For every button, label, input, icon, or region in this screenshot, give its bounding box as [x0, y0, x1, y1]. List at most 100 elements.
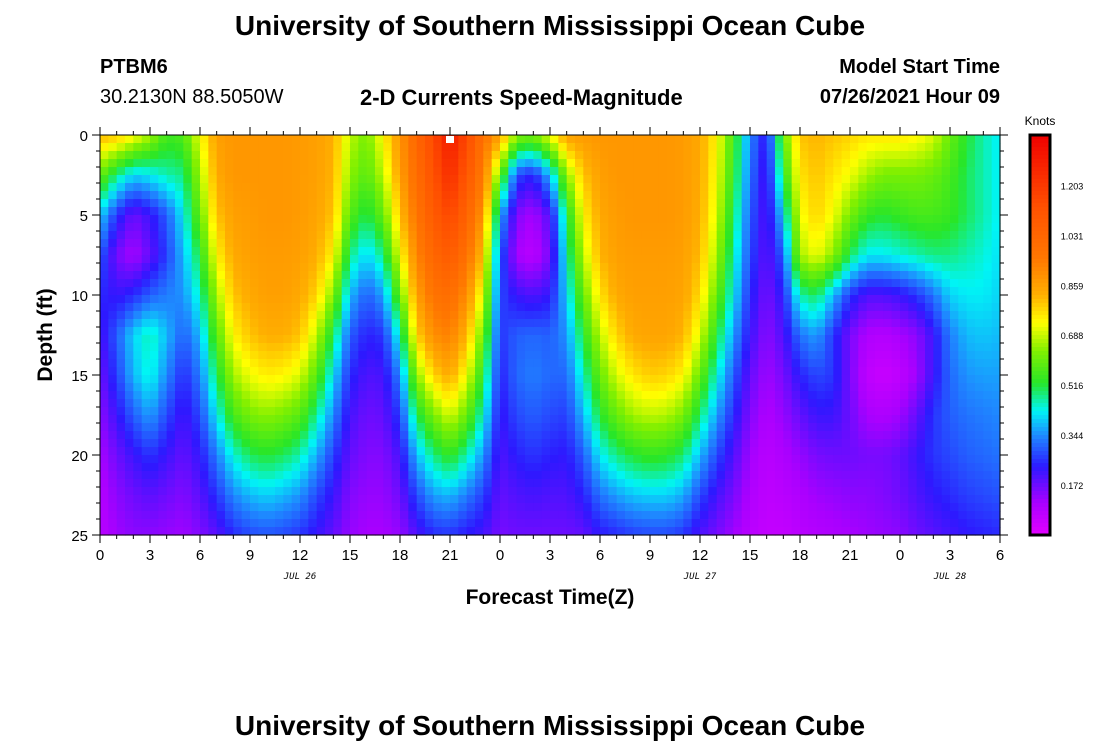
heatmap-cell [725, 455, 734, 464]
heatmap-cell [858, 143, 868, 152]
heatmap-cell [666, 311, 676, 320]
heatmap-cell [925, 343, 934, 352]
heatmap-cell [658, 263, 668, 272]
heatmap-cell [450, 287, 459, 296]
heatmap-cell [650, 239, 659, 248]
heatmap-cell [650, 215, 659, 224]
heatmap-cell [475, 207, 484, 216]
heatmap-cell [100, 135, 109, 144]
heatmap-cell [450, 319, 459, 328]
heatmap-cell [766, 255, 776, 264]
heatmap-cell [583, 343, 593, 352]
heatmap-cell [316, 151, 326, 160]
heatmap-cell [200, 519, 209, 528]
heatmap-cell [925, 327, 934, 336]
heatmap-cell [783, 271, 793, 280]
heatmap-cell [725, 487, 734, 496]
heatmap-cell [716, 175, 726, 184]
heatmap-cell [225, 367, 234, 376]
heatmap-cell [233, 287, 243, 296]
heatmap-cell [516, 519, 526, 528]
heatmap-cell [725, 359, 734, 368]
heatmap-cell [608, 343, 618, 352]
heatmap-cell [625, 503, 634, 512]
heatmap-cell [258, 207, 268, 216]
heatmap-cell [350, 279, 359, 288]
heatmap-cell [491, 255, 501, 264]
heatmap-cell [225, 479, 234, 488]
heatmap-cell [325, 471, 334, 480]
heatmap-cell [258, 447, 268, 456]
heatmap-cell [750, 279, 759, 288]
heatmap-cell [725, 327, 734, 336]
heatmap-cell [200, 271, 209, 280]
heatmap-cell [575, 287, 584, 296]
heatmap-cell [108, 447, 118, 456]
heatmap-cell [375, 295, 384, 304]
heatmap-cell [766, 463, 776, 472]
heatmap-cell [591, 255, 601, 264]
heatmap-cell [150, 223, 159, 232]
heatmap-cell [191, 151, 201, 160]
heatmap-cell [741, 367, 751, 376]
heatmap-cell [700, 223, 709, 232]
heatmap-cell [558, 447, 568, 456]
heatmap-cell [283, 511, 293, 520]
heatmap-cell [333, 135, 343, 144]
heatmap-cell [350, 239, 359, 248]
heatmap-cell [183, 471, 193, 480]
heatmap-cell [858, 279, 868, 288]
heatmap-cell [516, 287, 526, 296]
heatmap-cell [775, 407, 784, 416]
heatmap-cell [291, 263, 301, 272]
heatmap-cell [216, 287, 226, 296]
heatmap-cell [400, 511, 409, 520]
heatmap-cell [183, 167, 193, 176]
heatmap-cell [908, 503, 918, 512]
heatmap-cell [600, 431, 609, 440]
heatmap-cell [658, 223, 668, 232]
heatmap-cell [191, 527, 201, 536]
heatmap-cell [133, 191, 143, 200]
heatmap-cell [591, 407, 601, 416]
heatmap-cell [525, 463, 534, 472]
heatmap-cell [508, 199, 518, 208]
heatmap-cell [208, 351, 218, 360]
heatmap-cell [858, 487, 868, 496]
heatmap-cell [108, 359, 118, 368]
heatmap-cell [283, 239, 293, 248]
heatmap-cell [275, 423, 284, 432]
heatmap-cell [908, 399, 918, 408]
heatmap-cell [500, 503, 509, 512]
heatmap-cell [725, 199, 734, 208]
heatmap-cell [491, 199, 501, 208]
heatmap-cell [591, 143, 601, 152]
heatmap-cell [766, 295, 776, 304]
heatmap-cell [141, 519, 151, 528]
heatmap-cell [816, 495, 826, 504]
heatmap-cell [375, 199, 384, 208]
heatmap-cell [308, 271, 318, 280]
heatmap-cell [858, 383, 868, 392]
heatmap-cell [591, 343, 601, 352]
heatmap-cell [783, 407, 793, 416]
heatmap-cell [216, 471, 226, 480]
heatmap-cell [466, 239, 476, 248]
heatmap-cell [125, 255, 134, 264]
heatmap-cell [666, 439, 676, 448]
heatmap-cell [433, 423, 443, 432]
heatmap-cell [525, 271, 534, 280]
heatmap-cell [916, 503, 926, 512]
heatmap-cell [758, 255, 768, 264]
heatmap-cell [366, 271, 376, 280]
heatmap-cell [125, 367, 134, 376]
heatmap-cell [516, 143, 526, 152]
heatmap-cell [450, 327, 459, 336]
heatmap-cell [341, 191, 351, 200]
heatmap-cell [558, 151, 568, 160]
heatmap-cell [791, 135, 801, 144]
heatmap-cell [908, 519, 918, 528]
heatmap-cell [483, 311, 493, 320]
heatmap-cell [700, 271, 709, 280]
heatmap-cell [725, 335, 734, 344]
